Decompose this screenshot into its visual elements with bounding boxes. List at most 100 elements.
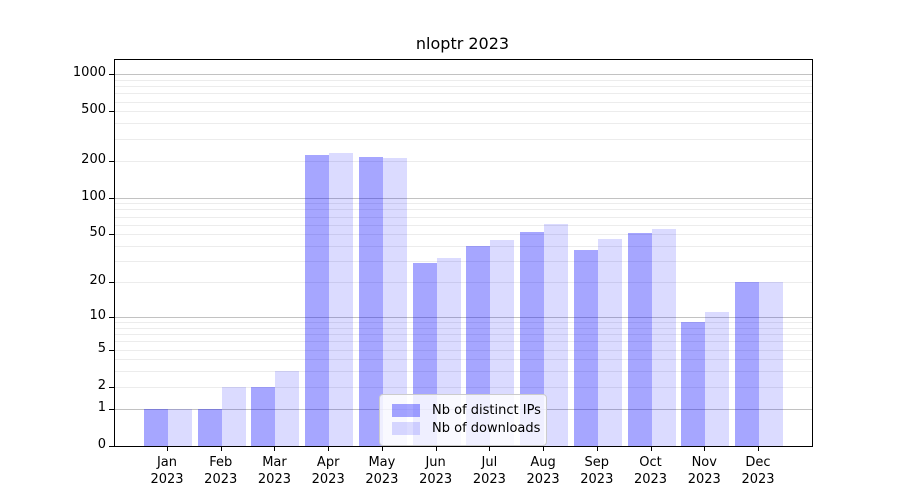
plot-area: Nb of distinct IPs Nb of downloads	[109, 59, 813, 447]
y-tick-mark	[109, 197, 114, 199]
legend-swatch-downloads	[392, 422, 420, 435]
legend-row-distinct-ips: Nb of distinct IPs	[388, 402, 541, 419]
y-tick-label: 200	[81, 151, 106, 167]
y-tick-mark	[109, 386, 114, 388]
x-tick-mark	[596, 446, 598, 451]
y-tick-mark	[109, 349, 114, 351]
x-tick-label: Jan 2023	[150, 455, 184, 487]
legend-label-downloads: Nb of downloads	[432, 421, 541, 436]
x-tick-label: Aug 2023	[526, 455, 560, 487]
y-tick-mark	[109, 234, 114, 236]
bar-apr-2023-downloads	[329, 152, 354, 446]
minor-gridline	[115, 138, 812, 140]
bar-feb-2023-distinct-ips	[197, 408, 222, 446]
legend-swatch-distinct-ips	[392, 404, 420, 417]
chart-title: nloptr 2023	[415, 34, 510, 53]
x-tick-mark	[543, 446, 545, 451]
x-tick-mark	[489, 446, 491, 451]
y-tick-mark	[109, 111, 114, 113]
minor-gridline	[115, 160, 812, 162]
major-gridline	[115, 197, 812, 199]
minor-gridline	[115, 349, 812, 351]
x-tick-mark	[328, 446, 330, 451]
x-tick-label: Feb 2023	[204, 455, 238, 487]
minor-gridline	[115, 261, 812, 263]
bar-sep-2023-downloads	[597, 238, 622, 446]
bar-nov-2023-downloads	[705, 312, 730, 446]
x-tick-label: Jun 2023	[419, 455, 453, 487]
x-tick-mark	[758, 446, 759, 451]
x-tick-label: Oct 2023	[633, 455, 668, 487]
bar-nov-2023-distinct-ips	[681, 322, 706, 446]
minor-gridline	[115, 203, 812, 205]
y-tick-label: 500	[81, 102, 106, 118]
minor-gridline	[115, 282, 812, 284]
minor-gridline	[115, 224, 812, 226]
minor-gridline	[115, 327, 812, 329]
x-tick-mark	[381, 446, 383, 451]
minor-gridline	[115, 79, 812, 81]
x-tick-mark	[274, 446, 276, 451]
minor-gridline	[115, 246, 812, 248]
y-tick-mark	[109, 160, 114, 162]
major-gridline	[115, 316, 812, 318]
minor-gridline	[115, 216, 812, 218]
y-tick-mark	[109, 446, 114, 447]
minor-gridline	[115, 101, 812, 103]
minor-gridline	[115, 86, 812, 88]
bar-dec-2023-distinct-ips	[735, 282, 759, 446]
x-tick-label: May 2023	[365, 455, 399, 487]
minor-gridline	[115, 234, 812, 236]
bar-mar-2023-distinct-ips	[251, 386, 276, 446]
x-tick-mark	[435, 446, 437, 451]
bar-feb-2023-downloads	[221, 386, 246, 446]
minor-gridline	[115, 341, 812, 343]
bar-oct-2023-distinct-ips	[627, 233, 652, 446]
x-tick-label: Mar 2023	[257, 455, 291, 487]
minor-gridline	[115, 386, 812, 388]
y-tick-label: 10	[89, 307, 106, 323]
bar-sep-2023-distinct-ips	[573, 250, 598, 446]
legend-label-distinct-ips: Nb of distinct IPs	[432, 403, 541, 418]
y-tick-mark	[109, 316, 114, 318]
minor-gridline	[115, 93, 812, 95]
bar-mar-2023-downloads	[275, 371, 300, 446]
y-tick-label: 0	[97, 437, 106, 452]
x-tick-mark	[650, 446, 652, 451]
bar-jan-2023-downloads	[168, 408, 192, 446]
minor-gridline	[115, 111, 812, 113]
x-axis: Jan 2023 Feb 2023 Mar 2023 Apr 2023 May 2023…	[114, 446, 811, 496]
legend: Nb of distinct IPs Nb of downloads	[379, 394, 547, 446]
x-tick-label: Apr 2023	[311, 455, 345, 487]
y-axis: 0 1 2 5 10 20 50 100 200 500 1000	[0, 59, 106, 452]
x-tick-mark	[220, 446, 222, 451]
minor-gridline	[115, 209, 812, 211]
minor-gridline	[115, 123, 812, 125]
bar-jan-2023-distinct-ips	[144, 408, 168, 446]
y-tick-mark	[109, 74, 114, 76]
x-tick-label: Sep 2023	[580, 455, 614, 487]
x-tick-mark	[704, 446, 706, 451]
minor-gridline	[115, 322, 812, 324]
bar-dec-2023-downloads	[759, 282, 783, 446]
bar-apr-2023-distinct-ips	[305, 155, 330, 446]
x-tick-label: Nov 2023	[687, 455, 721, 487]
y-tick-label: 20	[89, 273, 106, 289]
y-tick-label: 5	[97, 340, 106, 356]
bar-may-2023-distinct-ips	[358, 157, 383, 446]
x-tick-mark	[167, 446, 168, 451]
x-tick-label: Dec 2023	[741, 455, 775, 487]
minor-gridline	[115, 334, 812, 336]
x-tick-label: Jul 2023	[472, 455, 506, 487]
y-tick-label: 1000	[72, 65, 106, 81]
legend-row-downloads: Nb of downloads	[388, 420, 541, 437]
y-tick-label: 2	[97, 377, 106, 393]
minor-gridline	[115, 371, 812, 373]
major-gridline	[115, 74, 812, 76]
y-tick-mark	[109, 408, 114, 410]
minor-gridline	[115, 359, 812, 361]
bar-aug-2023-downloads	[544, 223, 569, 446]
y-tick-label: 50	[89, 225, 106, 241]
y-tick-mark	[109, 282, 114, 284]
